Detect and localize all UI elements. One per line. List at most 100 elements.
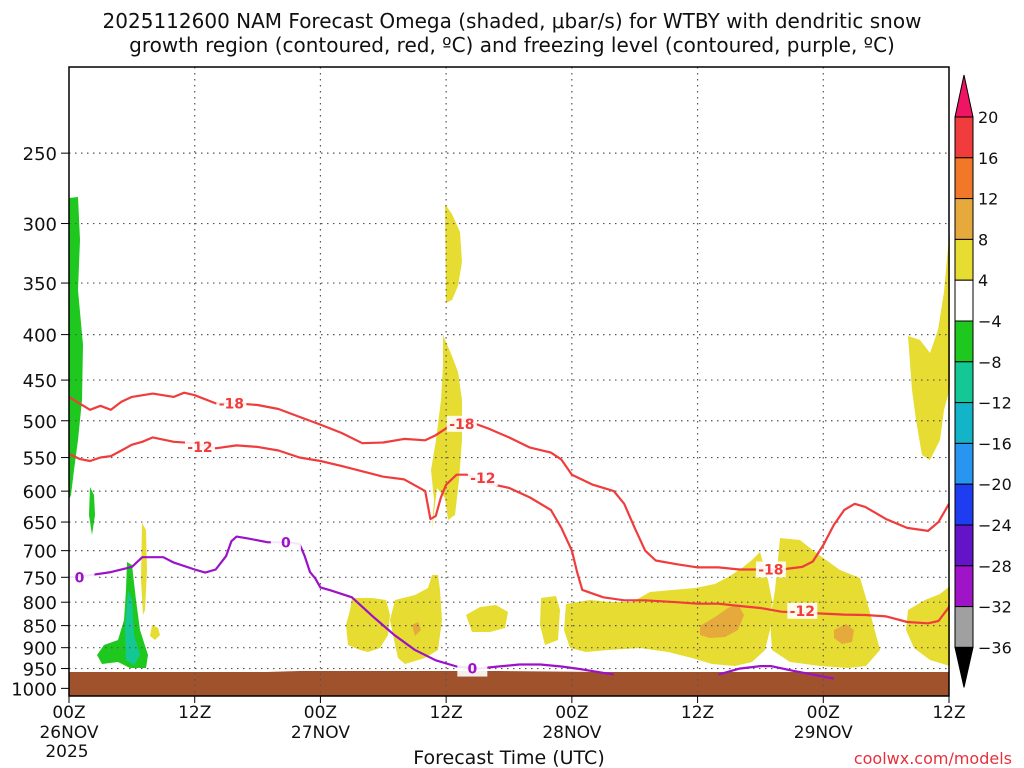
contour-label: -12 [470, 471, 495, 487]
colorbar-level-label: 12 [978, 190, 998, 209]
dgz-contour-minus18 [69, 391, 949, 571]
colorbar-level-label: −36 [978, 638, 1012, 657]
colorbar-band [954, 116, 974, 159]
x-tick-label: 12Z [430, 703, 463, 723]
contour-label: -12 [790, 604, 815, 620]
omega-pos-region-lower-4 [540, 596, 560, 645]
contour-label-bg [787, 602, 818, 619]
contour-label-bg [216, 395, 247, 412]
colorbar-level-label: 8 [978, 230, 988, 249]
colorbar-band [954, 198, 974, 240]
x-tick-label: 12Z [681, 703, 714, 723]
contour-label: -18 [758, 562, 783, 578]
x-tick-label: 00Z [304, 703, 337, 723]
contour-label-bg [446, 415, 477, 432]
x-tick-label: 00Z [52, 703, 85, 723]
colorbar-level-label: −20 [978, 475, 1012, 494]
contour-label-bg [270, 534, 301, 551]
x-axis-label: Forecast Time (UTC) [413, 747, 604, 768]
grid-lines [69, 67, 949, 696]
contour-label: 0 [75, 570, 85, 586]
x-tick-label: 12Z [932, 703, 965, 723]
freezing-level-contour [718, 665, 835, 680]
colorbar-band [954, 565, 974, 608]
plot-area: -18 -18 -18 -12 -12 -12 0 0 0 [64, 66, 950, 697]
contour-label-bg [467, 470, 498, 487]
contour-label: 0 [281, 535, 291, 551]
y-tick-label: 500 [23, 412, 57, 433]
colorbar-band [954, 279, 974, 322]
omega-pos8-patch-2 [834, 624, 854, 644]
omega-pos-region-lower-5 [564, 552, 772, 666]
credit-text: coolwx.com/models [854, 749, 1012, 768]
contour-label-bg [457, 660, 488, 677]
colorbar-level-label: −16 [978, 434, 1012, 453]
omega-shading [69, 197, 950, 668]
colorbar-band [954, 524, 974, 567]
contour-label: -18 [449, 417, 474, 433]
y-tick-label: 400 [23, 326, 57, 347]
y-tick-label: 650 [23, 513, 57, 534]
colorbar-band [954, 402, 974, 444]
y-tick-label: 450 [23, 371, 57, 392]
contour-labels: -18 -18 -18 -12 -12 -12 0 0 0 [64, 395, 818, 678]
omega-pos-region-central [431, 335, 462, 530]
colorbar: 20 16 12 8 4 −4 −8 −12 −16 −20 −24 −28 −32 −36 [954, 74, 1012, 688]
chart-title-line-1: 2025112600 NAM Forecast Omega (shaded, μ… [103, 9, 922, 33]
contour-label: -12 [187, 440, 212, 456]
colorbar-band [954, 442, 974, 485]
omega-pos-region-lower-1 [346, 598, 390, 652]
x-tick-label: 00Z [807, 703, 840, 723]
x-tick-date-label: 28NOV [542, 723, 601, 743]
y-tick-label: 900 [23, 639, 57, 660]
colorbar-band [954, 361, 974, 404]
y-tick-label: 350 [23, 274, 57, 295]
contour-label-bg [64, 569, 95, 586]
colorbar-band [954, 606, 974, 648]
x-tick-year-label: 2025 [45, 742, 88, 762]
omega-pos-region-lower-3 [466, 605, 508, 632]
omega-neg8-patch [125, 590, 140, 665]
colorbar-band [954, 483, 974, 526]
omega-pos-region-right-upper [908, 234, 950, 460]
contour-label-bg [755, 561, 786, 578]
omega-pos-region-upper [445, 204, 462, 303]
freezing-level-contour [69, 535, 614, 676]
omega-neg-region-left-column [69, 197, 83, 500]
colorbar-level-label: −8 [978, 353, 1002, 372]
y-axis: 2503003504004505005506006507007508008509… [11, 144, 69, 700]
colorbar-level-label: −28 [978, 557, 1012, 576]
y-tick-label: 1000 [11, 679, 57, 700]
colorbar-level-label: 4 [978, 271, 988, 290]
y-tick-label: 850 [23, 617, 57, 638]
omega-neg-region-small [89, 487, 95, 535]
colorbar-top-arrow [954, 74, 974, 118]
omega-pos8-patch-1 [700, 604, 744, 638]
colorbar-bottom-arrow [954, 646, 974, 688]
y-tick-label: 300 [23, 215, 57, 236]
x-tick-date-label: 27NOV [291, 723, 350, 743]
contour-label: -18 [219, 396, 244, 412]
chart-title-line-2: growth region (contoured, red, ºC) and f… [129, 33, 895, 57]
x-tick-date-label: 26NOV [39, 723, 98, 743]
x-tick-date-label: 29NOV [794, 723, 853, 743]
plot-frame [68, 66, 950, 697]
x-tick-label: 00Z [555, 703, 588, 723]
y-tick-label: 750 [23, 568, 57, 589]
colorbar-level-label: 20 [978, 108, 998, 127]
terrain-surface-top [69, 671, 949, 696]
y-tick-label: 250 [23, 144, 57, 165]
y-tick-label: 600 [23, 482, 57, 503]
contour-label-bg [184, 438, 215, 455]
omega-pos-region-small-left [141, 523, 147, 615]
colorbar-band [954, 157, 974, 200]
colorbar-level-label: −4 [978, 312, 1002, 331]
omega-pos-region-lower-6 [770, 538, 880, 668]
x-tick-label: 12Z [178, 703, 211, 723]
contour-label: 0 [467, 662, 477, 678]
colorbar-level-label: −32 [978, 598, 1012, 617]
colorbar-band [954, 238, 974, 281]
y-tick-label: 700 [23, 542, 57, 563]
